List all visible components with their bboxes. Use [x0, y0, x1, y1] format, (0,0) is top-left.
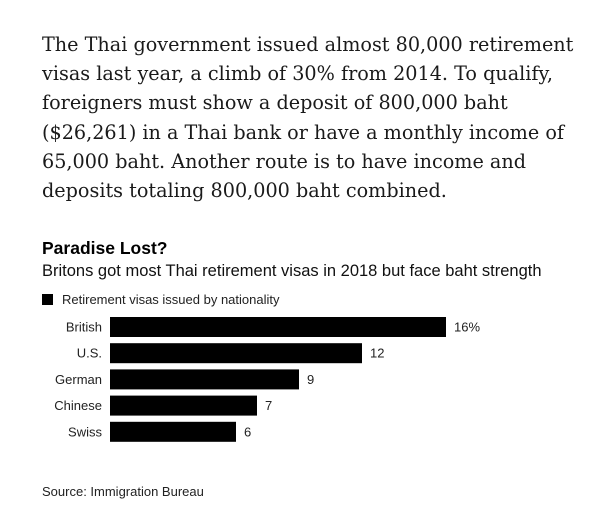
- bar-us: [110, 343, 362, 364]
- category-label: Swiss: [68, 424, 102, 439]
- category-label: British: [66, 320, 102, 335]
- chart-title: Paradise Lost?: [42, 238, 168, 258]
- article-paragraph: The Thai government issued almost 80,000…: [42, 33, 574, 203]
- category-label: German: [55, 372, 102, 387]
- value-label: 7: [265, 398, 272, 413]
- category-label: Chinese: [54, 398, 102, 413]
- legend-swatch: [42, 294, 53, 305]
- bar-chinese: [110, 395, 257, 416]
- chart-legend: Retirement visas issued by nationality: [42, 292, 280, 307]
- category-label: U.S.: [77, 346, 102, 361]
- chart-subtitle: Britons got most Thai retirement visas i…: [42, 262, 542, 280]
- bar-swiss: [110, 421, 236, 442]
- value-label: 6: [244, 424, 251, 439]
- bar-chart: British 16% U.S. 12 German 9 Chinese 7 Swiss 6: [54, 317, 480, 442]
- bar-british: [110, 317, 446, 337]
- value-label: 16%: [454, 320, 480, 335]
- value-label: 9: [307, 372, 314, 387]
- bar-german: [110, 369, 299, 390]
- value-label: 12: [370, 346, 384, 361]
- chart-source: Source: Immigration Bureau: [42, 484, 204, 499]
- legend-label: Retirement visas issued by nationality: [62, 292, 280, 307]
